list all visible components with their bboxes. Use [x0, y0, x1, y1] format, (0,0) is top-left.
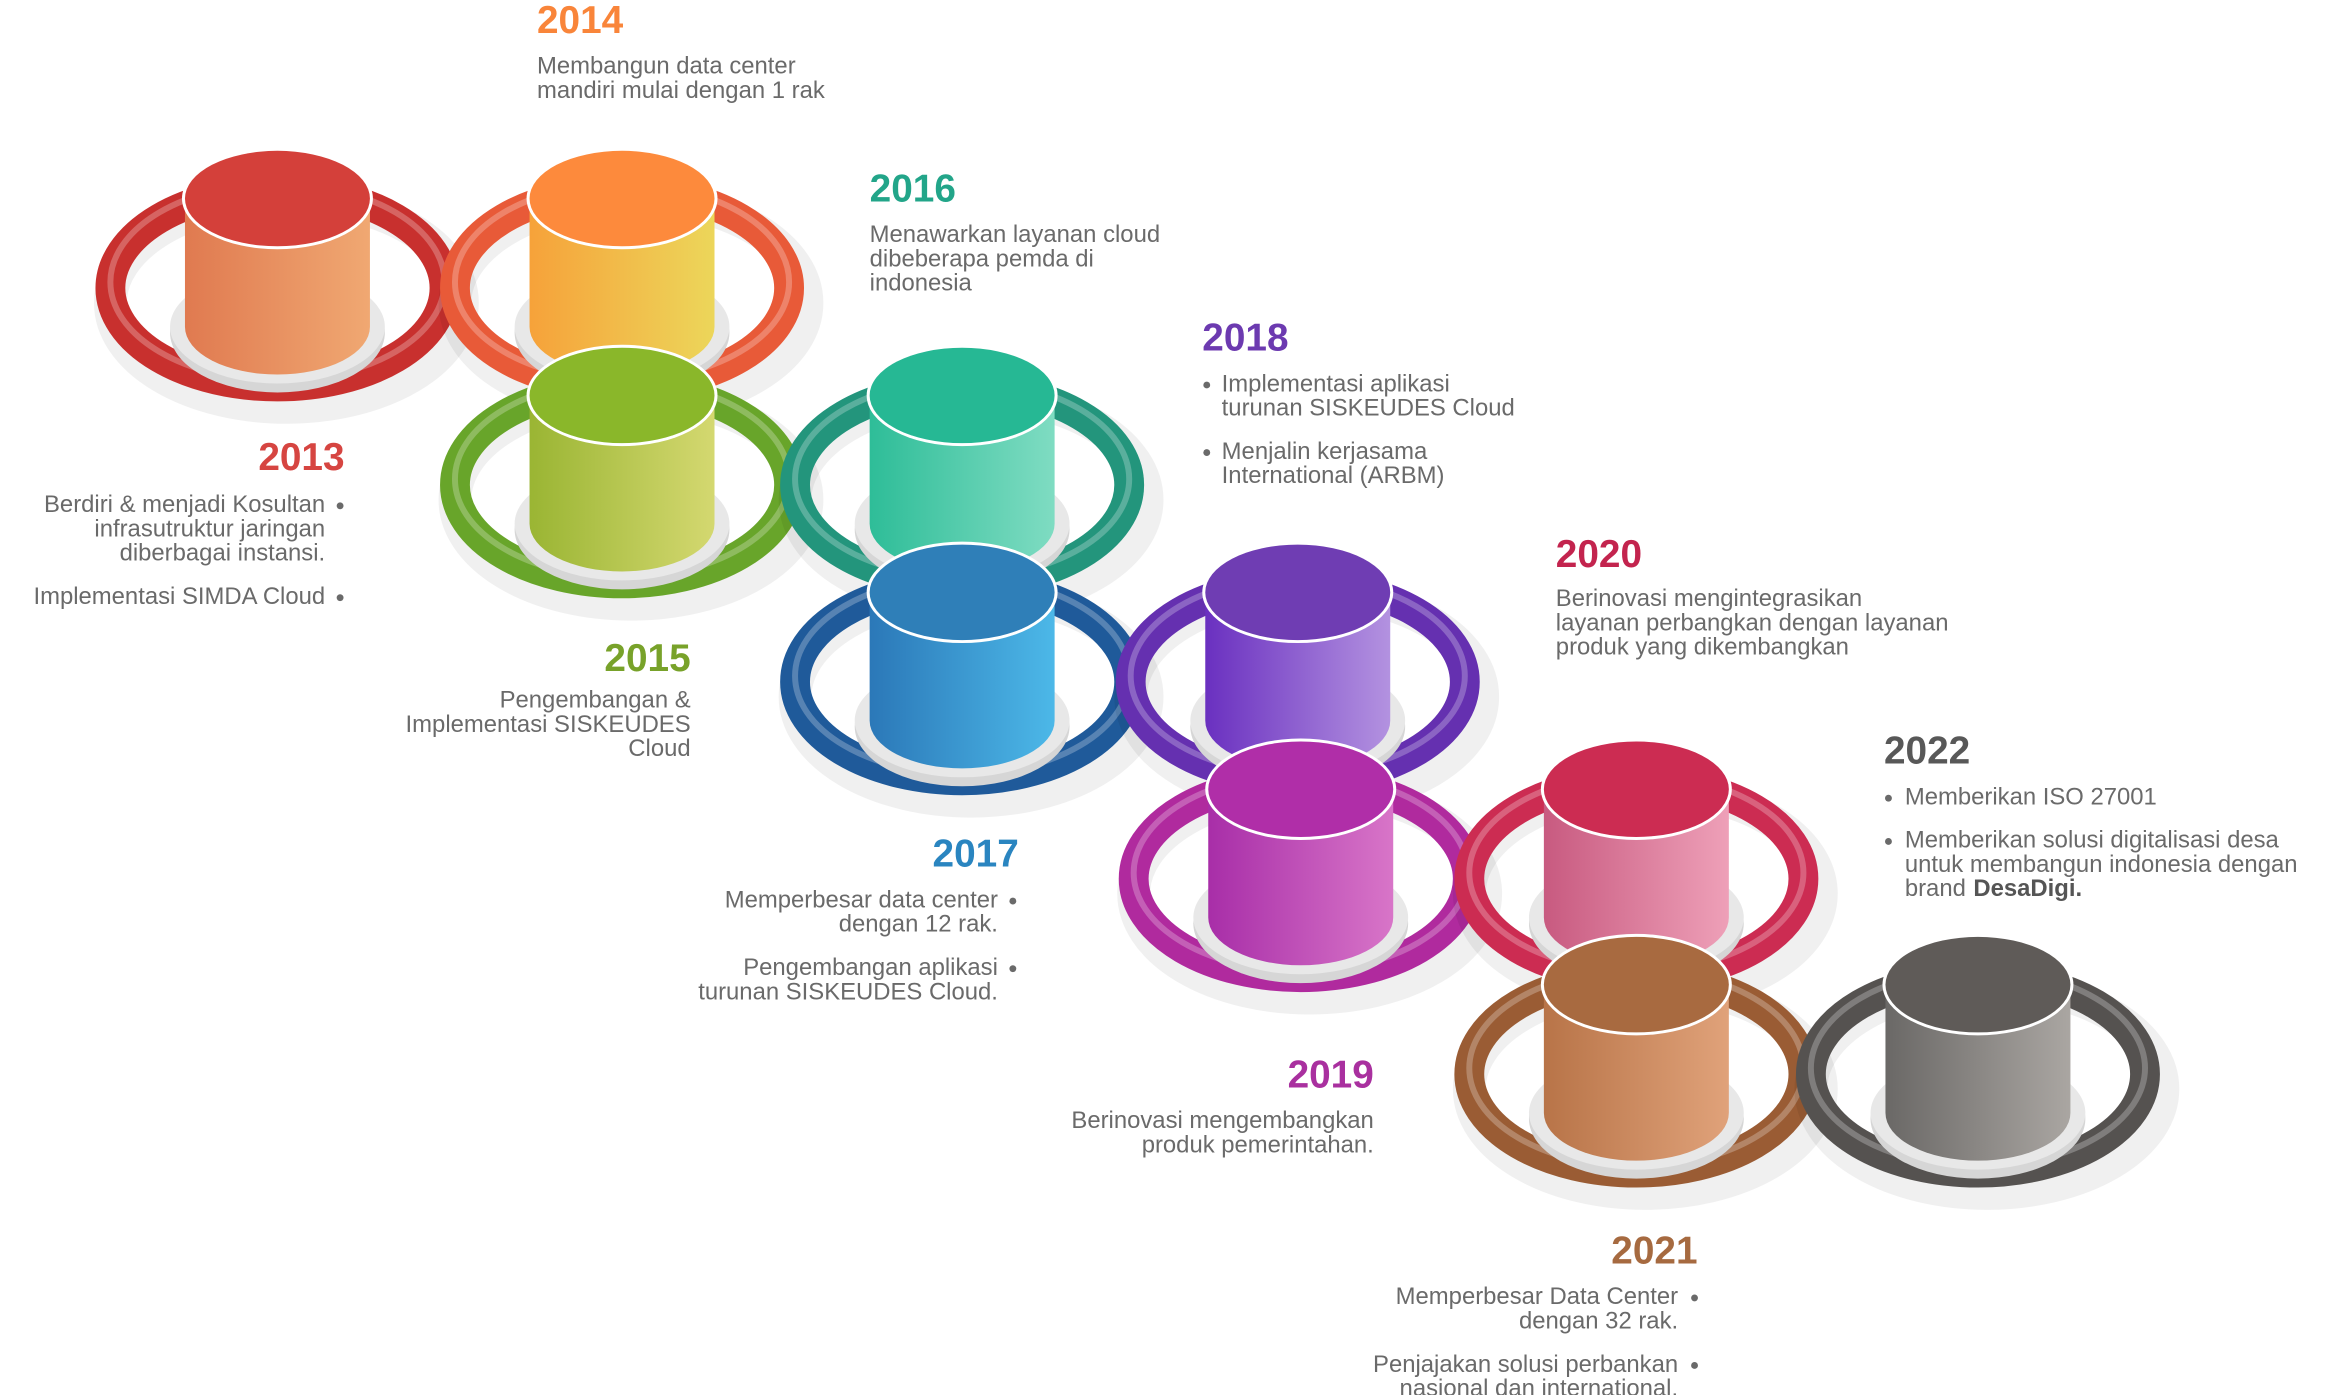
description-line: Memberikan solusi digitalisasi desa	[1905, 827, 2280, 854]
description-line: Memberikan ISO 27001	[1905, 783, 2157, 810]
year: 2017	[933, 833, 1019, 876]
brand-name: DesaDigi.	[1973, 875, 2082, 902]
bullet	[1009, 897, 1017, 905]
cylinder-top	[1543, 741, 1729, 837]
description-line: Membangun data center	[537, 53, 796, 80]
description-line: Implementasi SISKEUDES	[406, 711, 691, 738]
description-line: turunan SISKEUDES Cloud	[1222, 395, 1515, 422]
year: 2021	[1611, 1229, 1697, 1272]
description-line: Pengembangan aplikasi	[743, 954, 998, 981]
cylinder-top	[1543, 936, 1729, 1033]
bullet	[1009, 965, 1017, 973]
cylinder-top	[1208, 741, 1394, 837]
cylinder-top	[184, 150, 370, 247]
bullet	[336, 502, 344, 510]
description-line: nasional dan international.	[1400, 1375, 1679, 1395]
description-line: mandiri mulai dengan 1 rak	[537, 77, 825, 104]
year: 2020	[1556, 533, 1642, 576]
description-line: infrasutruktur jaringan	[94, 515, 325, 542]
description-line: Menjalin kerjasama	[1222, 438, 1428, 465]
description-text: brand	[1905, 875, 1966, 902]
description-line: produk yang dikembangkan	[1556, 634, 1849, 661]
year: 2022	[1884, 730, 1970, 773]
description-line: Cloud	[628, 735, 690, 762]
cylinder-top	[529, 347, 715, 444]
year: 2019	[1288, 1053, 1374, 1096]
description-line: produk pemerintahan.	[1142, 1131, 1374, 1158]
year: 2014	[537, 0, 624, 42]
cylinder-top	[1205, 544, 1391, 641]
description-line: Pengembangan &	[500, 687, 691, 714]
description-line: Implementasi SIMDA Cloud	[33, 583, 325, 610]
bullet	[1203, 381, 1211, 389]
description-line: untuk membangun indonesia dengan	[1905, 851, 2298, 878]
description-line: Memperbesar Data Center	[1396, 1283, 1679, 1310]
bullet	[1691, 1362, 1698, 1369]
description-line: dengan 32 rak.	[1519, 1308, 1678, 1335]
bullet	[1691, 1294, 1698, 1302]
description-line: brand DesaDigi.	[1905, 875, 2082, 902]
description-line: Memperbesar data center	[725, 886, 998, 913]
bullet	[336, 594, 344, 602]
description-line: Penjajakan solusi perbankan	[1373, 1351, 1678, 1378]
description-line: Berinovasi mengintegrasikan	[1556, 585, 1862, 612]
description-line: turunan SISKEUDES Cloud.	[698, 978, 998, 1005]
cylinders	[170, 147, 2086, 1179]
rings	[93, 174, 2180, 1210]
labels: 2013 Berdiri & menjadi Kosultaninfrasutru…	[33, 0, 2297, 1395]
description-line: dibeberapa pemda di	[870, 245, 1094, 272]
cylinder-top	[869, 544, 1055, 641]
year: 2015	[604, 637, 690, 680]
description-line: Implementasi aplikasi	[1222, 370, 1450, 397]
bullet	[1203, 449, 1211, 456]
year: 2013	[258, 436, 344, 479]
description-line: Berinovasi mengembangkan	[1071, 1107, 1373, 1134]
cylinder-top	[529, 150, 715, 247]
description-line: indonesia	[870, 270, 973, 297]
description-line: Berdiri & menjadi Kosultan	[44, 491, 325, 518]
description-line: diberbagai instansi.	[120, 540, 326, 567]
year: 2016	[870, 167, 956, 210]
description-line: layanan perbangkan dengan layanan	[1556, 609, 1949, 636]
description-line: Menawarkan layanan cloud	[870, 221, 1160, 248]
bullet	[1885, 838, 1892, 845]
description-line: International (ARBM)	[1222, 462, 1445, 489]
cylinder-top	[1885, 936, 2071, 1033]
year: 2018	[1202, 316, 1288, 359]
cylinder-top	[869, 347, 1055, 444]
description-line: dengan 12 rak.	[839, 911, 998, 938]
bullet	[1885, 794, 1892, 802]
